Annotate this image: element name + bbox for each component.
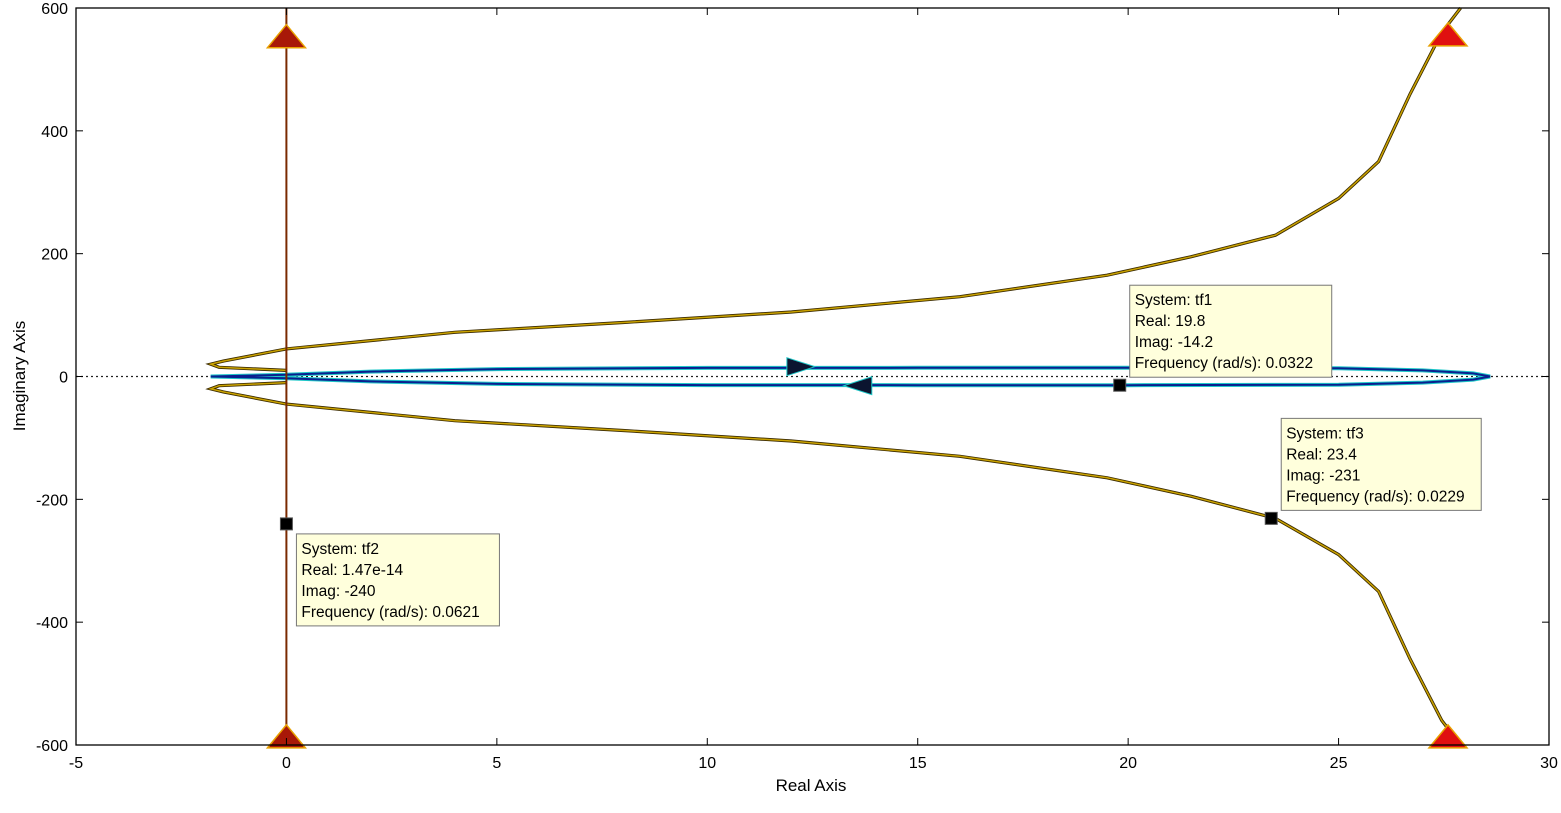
x-tick-label: 20 xyxy=(1119,755,1137,772)
y-axis-title: Imaginary Axis xyxy=(10,321,29,432)
datatip-marker xyxy=(1113,378,1127,392)
datatip-box xyxy=(1129,284,1333,378)
datatip-line: Real: 19.8 xyxy=(1135,313,1206,330)
x-tick-label: 10 xyxy=(698,755,716,772)
datatip-line: System: tf3 xyxy=(1286,425,1364,442)
datatip-box xyxy=(1280,417,1482,511)
x-tick-label: 25 xyxy=(1330,755,1348,772)
endpoint-marker xyxy=(265,723,308,749)
endpoint-marker xyxy=(1427,723,1469,749)
x-tick-label: 0 xyxy=(282,755,291,772)
datatip-line: Frequency (rad/s): 0.0229 xyxy=(1286,488,1464,505)
y-tick-label: -200 xyxy=(36,492,68,509)
datatip-tf3: System: tf3 Real: 23.4 Imag: -231 Frequency… xyxy=(1264,417,1482,525)
datatip-line: Imag: -14.2 xyxy=(1135,334,1213,351)
y-tick-label: -600 xyxy=(36,738,68,755)
y-tick-label: 600 xyxy=(41,1,68,18)
datatip-line: Imag: -231 xyxy=(1286,467,1360,484)
y-tick-label: 0 xyxy=(59,370,68,387)
datatip-line: System: tf2 xyxy=(301,541,379,558)
datatip-box xyxy=(295,533,500,627)
datatip-line: System: tf1 xyxy=(1135,292,1213,309)
x-tick-label: 30 xyxy=(1540,755,1558,772)
series-tf3-lower-line xyxy=(208,381,1462,746)
datatip-marker xyxy=(279,517,293,531)
x-tick-label: -5 xyxy=(69,755,83,772)
direction-arrow xyxy=(786,356,817,377)
endpoint-marker xyxy=(265,23,308,49)
x-axis-title: Real Axis xyxy=(776,776,847,795)
datatip-line: Real: 23.4 xyxy=(1286,446,1357,463)
series-tf1-line xyxy=(210,366,1491,387)
datatip-line: Real: 1.47e-14 xyxy=(301,562,403,579)
endpoint-marker xyxy=(1427,21,1469,47)
series-tf3-upper-line xyxy=(208,7,1462,372)
datatip-line: Frequency (rad/s): 0.0322 xyxy=(1135,355,1313,372)
y-tick-label: 200 xyxy=(41,247,68,264)
datatip-tf2: System: tf2 Real: 1.47e-14 Imag: -240 Frequ… xyxy=(279,517,500,627)
datatip-line: Frequency (rad/s): 0.0621 xyxy=(301,604,479,621)
datatip-tf1: System: tf1 Real: 19.8 Imag: -14.2 Frequenc… xyxy=(1113,284,1333,392)
y-tick-label: 400 xyxy=(41,124,68,141)
y-tick-label: -400 xyxy=(36,615,68,632)
direction-arrow xyxy=(842,376,873,396)
x-tick-label: 15 xyxy=(909,755,927,772)
datatip-line: Imag: -240 xyxy=(301,583,375,600)
x-tick-label: 5 xyxy=(492,755,501,772)
datatip-marker xyxy=(1264,511,1278,525)
